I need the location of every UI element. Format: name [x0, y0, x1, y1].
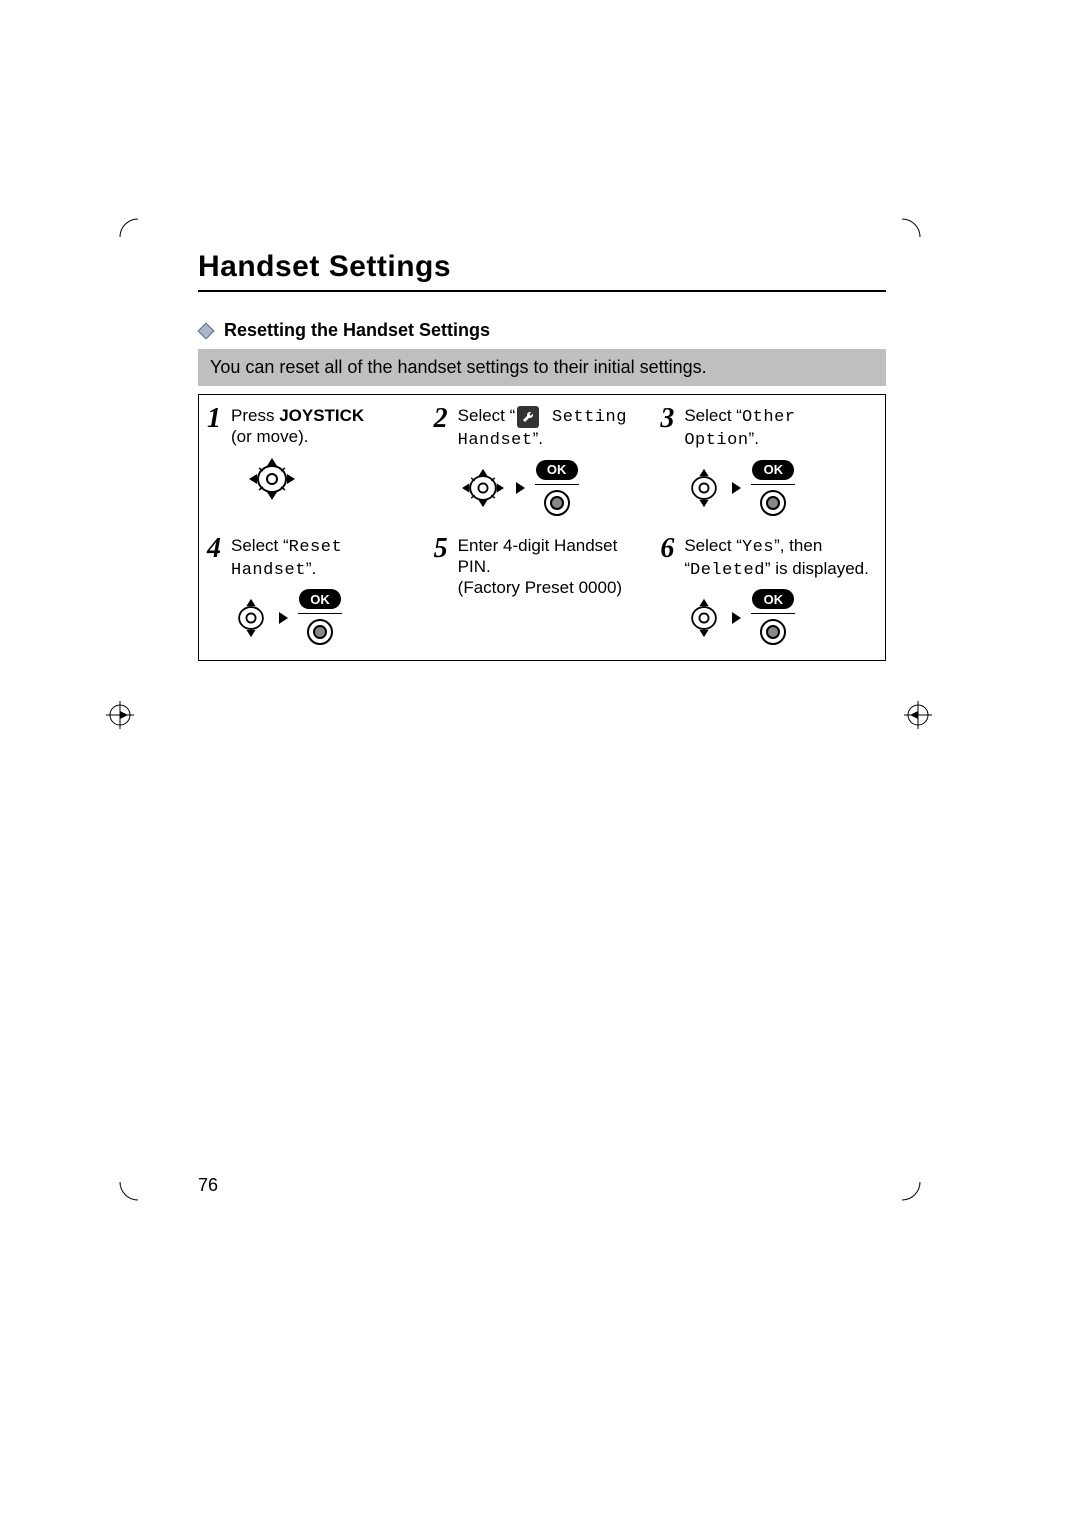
step-6: 6 Select “Yes”, then “Deleted” is displa…: [660, 535, 877, 647]
crop-mark-icon: [902, 1182, 924, 1204]
joystick-updown-icon: [233, 597, 269, 639]
step-number: 4: [207, 535, 225, 563]
title-rule: [198, 290, 886, 292]
diamond-bullet-icon: [198, 322, 215, 339]
crop-mark-icon: [902, 215, 924, 237]
step-text: Select “ Setting Handset”.: [458, 405, 627, 452]
step-number: 3: [660, 405, 678, 433]
step-number: 6: [660, 535, 678, 563]
joystick-4way-icon: [460, 467, 506, 509]
step-1: 1 Press JOYSTICK (or move).: [207, 405, 424, 517]
wrench-icon: [517, 406, 539, 428]
step-number: 2: [434, 405, 452, 433]
joystick-4way-icon: [247, 456, 297, 502]
registration-mark-icon: [904, 701, 932, 729]
description-box: You can reset all of the handset setting…: [198, 349, 886, 386]
ok-pill: OK: [536, 460, 578, 480]
center-press-icon: [305, 618, 335, 646]
step-text: Enter 4-digit Handset PIN. (Factory Pres…: [458, 535, 622, 599]
steps-container: 1 Press JOYSTICK (or move).: [198, 394, 886, 661]
page-content: Handset Settings Resetting the Handset S…: [198, 250, 886, 661]
step-2: 2 Select “ Setting Handset”.: [434, 405, 651, 517]
step-number: 1: [207, 405, 225, 433]
arrow-right-icon: [279, 612, 288, 624]
step-4: 4 Select “Reset Handset”. OK: [207, 535, 424, 647]
page-title: Handset Settings: [198, 250, 886, 284]
ok-button-glyph: OK: [535, 460, 579, 517]
arrow-right-icon: [732, 612, 741, 624]
section-heading: Resetting the Handset Settings: [224, 320, 490, 341]
ok-button-glyph: OK: [751, 589, 795, 646]
center-press-icon: [542, 489, 572, 517]
step-text: Select “Reset Handset”.: [231, 535, 342, 582]
ok-pill: OK: [752, 460, 794, 480]
ok-pill: OK: [752, 589, 794, 609]
joystick-updown-icon: [686, 467, 722, 509]
joystick-updown-icon: [686, 597, 722, 639]
step-text: Select “Other Option”.: [684, 405, 877, 452]
ok-button-glyph: OK: [751, 460, 795, 517]
registration-mark-icon: [106, 701, 134, 729]
arrow-right-icon: [516, 482, 525, 494]
section-heading-row: Resetting the Handset Settings: [198, 320, 886, 341]
ok-pill: OK: [299, 589, 341, 609]
center-press-icon: [758, 489, 788, 517]
step-text: Press JOYSTICK (or move).: [231, 405, 364, 448]
crop-mark-icon: [116, 215, 138, 237]
step-text: Select “Yes”, then “Deleted” is displaye…: [684, 535, 869, 582]
step-number: 5: [434, 535, 452, 563]
page-number: 76: [198, 1175, 218, 1196]
crop-mark-icon: [116, 1182, 138, 1204]
arrow-right-icon: [732, 482, 741, 494]
ok-button-glyph: OK: [298, 589, 342, 646]
center-press-icon: [758, 618, 788, 646]
step-5: 5 Enter 4-digit Handset PIN. (Factory Pr…: [434, 535, 651, 647]
step-3: 3 Select “Other Option”. OK: [660, 405, 877, 517]
